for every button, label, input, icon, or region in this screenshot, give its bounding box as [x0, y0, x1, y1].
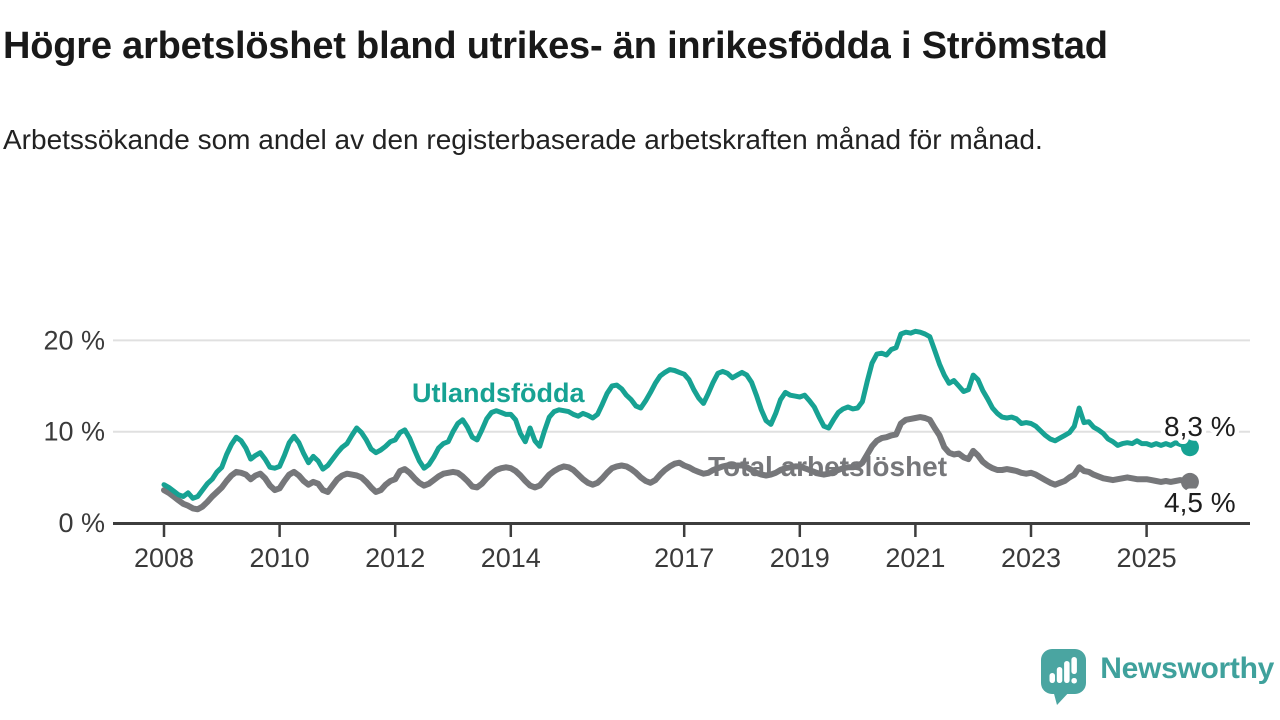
x-axis-tick-label: 2008	[134, 543, 194, 573]
series-end-dot-utlandsfodda	[1180, 438, 1199, 457]
series-line-utlandsfodda	[161, 328, 1193, 501]
y-axis-tick-label: 20 %	[43, 325, 105, 355]
series-line-total	[161, 414, 1193, 513]
newsworthy-logo[interactable]: Newsworthy	[1040, 646, 1274, 706]
end-value-label-total: 4,5 %	[1164, 487, 1236, 518]
y-axis-tick-label: 0 %	[58, 508, 105, 538]
x-axis-tick-label: 2025	[1117, 543, 1177, 573]
x-axis-tick-label: 2017	[654, 543, 714, 573]
series-end-dot-total	[1180, 472, 1199, 491]
newsworthy-logo-icon	[1041, 649, 1087, 705]
series-label-total: Total arbetslöshet	[708, 451, 947, 482]
page-title: Högre arbetslöshet bland utrikes- än inr…	[3, 25, 1108, 67]
y-axis-tick-label: 10 %	[43, 417, 105, 447]
series-label-utlandsfodda: Utlandsfödda	[412, 378, 585, 408]
page-subtitle: Arbetssökande som andel av den registerb…	[3, 124, 1043, 155]
end-value-label-utlandsfodda: 8,3 %	[1164, 411, 1236, 442]
x-axis-tick-label: 2023	[1001, 543, 1061, 573]
x-axis-tick-label: 2010	[250, 543, 310, 573]
x-axis-tick-label: 2019	[770, 543, 830, 573]
x-axis-tick-label: 2021	[885, 543, 945, 573]
x-axis-tick-label: 2014	[481, 543, 541, 573]
newsworthy-logo-text: Newsworthy	[1100, 652, 1274, 685]
x-axis-tick-label: 2012	[365, 543, 425, 573]
chart-header: Högre arbetslöshet bland utrikes- än inr…	[3, 0, 1273, 159]
